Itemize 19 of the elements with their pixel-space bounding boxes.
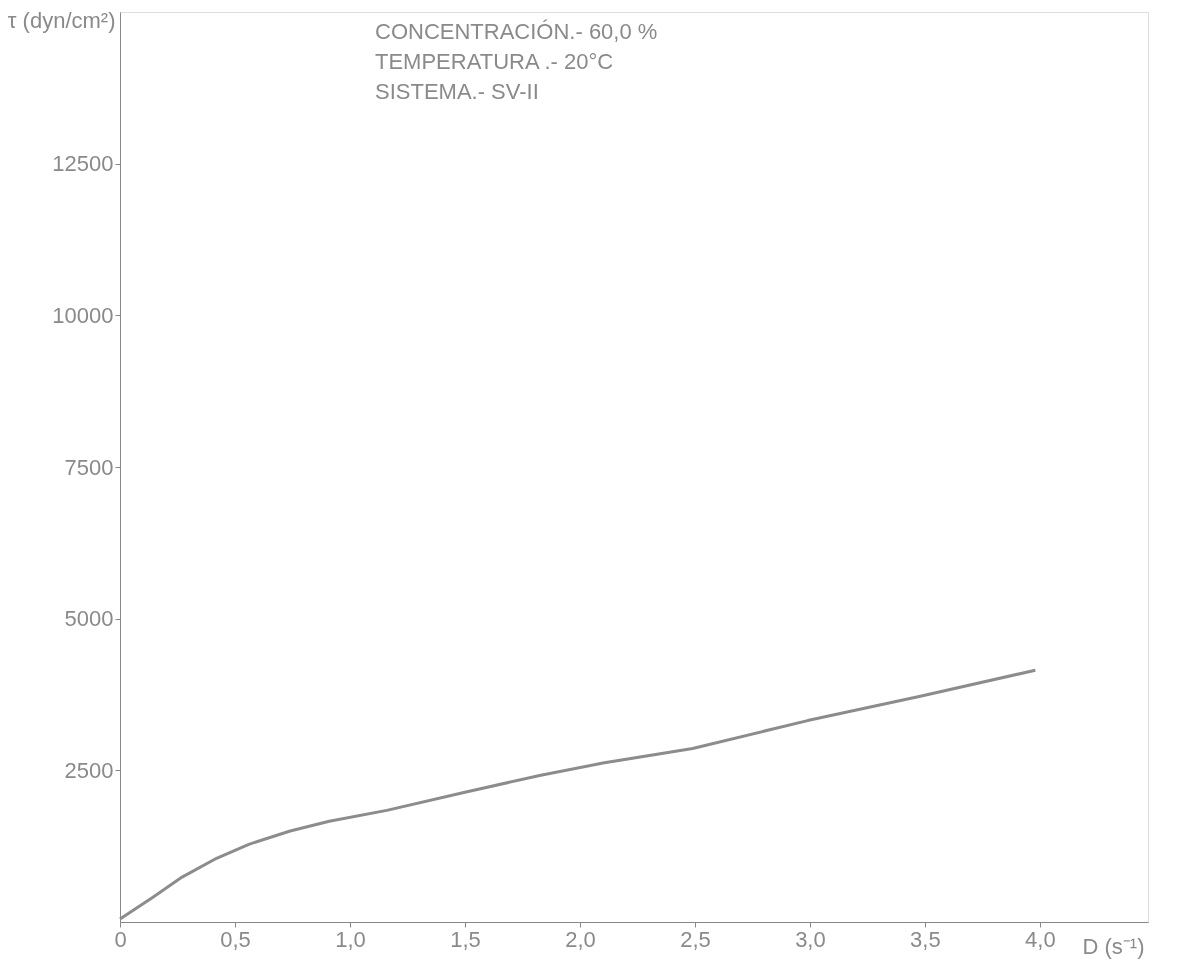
x-tick-label: 3,0	[795, 926, 826, 952]
annotation: TEMPERATURA .- 20°C	[375, 49, 614, 74]
y-tick-label: 12500	[52, 151, 114, 177]
x-tick-label: 3,5	[910, 926, 941, 952]
x-tick-label: 2,0	[565, 926, 596, 952]
x-tick-label: 0	[114, 926, 127, 952]
x-tick-label: 4,0	[1025, 926, 1056, 952]
annotation: CONCENTRACIÓN.- 60,0 %	[375, 19, 658, 44]
x-tick-label: 1,5	[450, 926, 481, 952]
annotation: SISTEMA.- SV-II	[375, 79, 539, 104]
x-tick-label: 2,5	[680, 926, 711, 952]
y-axis-title: τ (dyn/cm²)	[7, 7, 116, 33]
x-tick-label: 0,5	[220, 926, 251, 952]
y-tick-label: 7500	[64, 454, 114, 480]
x-axis-title: D (s⁻¹)	[1082, 933, 1145, 959]
y-tick-label: 10000	[52, 302, 114, 328]
y-tick-label: 5000	[64, 606, 114, 632]
y-tick-label: 2500	[64, 757, 114, 783]
x-tick-label: 1,0	[335, 926, 366, 952]
